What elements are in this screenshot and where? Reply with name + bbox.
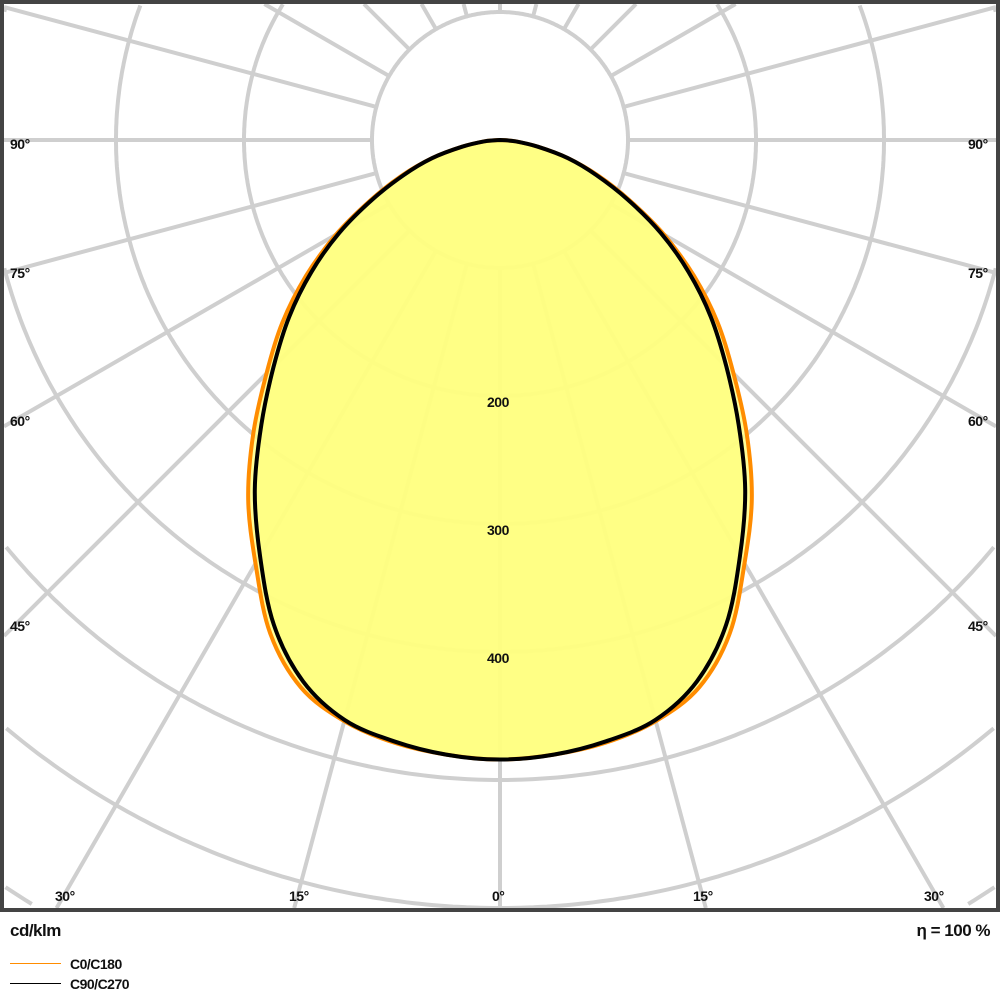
grid-spoke <box>531 3 539 17</box>
legend-label-c90-c270: C90/C270 <box>70 976 130 992</box>
plot-frame <box>0 0 1000 912</box>
angle-label-15-right-bottom: 15° <box>693 888 713 904</box>
grid-spoke <box>263 2 391 78</box>
angle-label-75-right: 75° <box>968 265 988 281</box>
intensity-curves <box>246 138 754 762</box>
angle-label-30-right-bottom: 30° <box>924 888 944 904</box>
grid-spoke <box>3 171 377 275</box>
angle-label-60-right: 60° <box>968 413 988 429</box>
ring-label-400: 400 <box>487 650 509 666</box>
angle-label-0-bottom: 0° <box>492 888 505 904</box>
grid-spoke <box>2 202 391 429</box>
grid-spoke <box>623 5 997 109</box>
angle-label-90-left: 90° <box>10 136 30 152</box>
angle-label-15-left-bottom: 15° <box>289 888 309 904</box>
angle-label-45-right: 45° <box>968 618 988 634</box>
efficiency-label: η = 100 % <box>916 921 991 940</box>
angle-label-75-left: 75° <box>10 265 30 281</box>
grid-spoke <box>362 2 411 51</box>
grid-spoke <box>623 171 997 275</box>
legend-swatch-c0-c180 <box>10 963 61 964</box>
grid-spoke <box>461 3 469 17</box>
angle-label-60-left: 60° <box>10 413 30 429</box>
grid-ring <box>5 726 995 910</box>
legend-swatch-c90-c270 <box>10 983 61 984</box>
ring-label-200: 200 <box>487 394 509 410</box>
angle-label-90-right: 90° <box>968 136 988 152</box>
unit-label: cd/klm <box>10 921 61 940</box>
grid-spoke <box>562 2 581 31</box>
angle-label-30-left-bottom: 30° <box>55 888 75 904</box>
grid-spoke <box>589 2 638 51</box>
legend-label-c0-c180: C0/C180 <box>70 956 122 972</box>
ring-label-300: 300 <box>487 522 509 538</box>
grid-ring <box>2 7 998 654</box>
grid-spoke <box>609 2 737 78</box>
grid-ring <box>4 545 996 782</box>
grid-ring <box>4 885 996 906</box>
grid-spoke <box>3 5 377 109</box>
grid-spoke <box>609 202 998 429</box>
angle-label-45-left: 45° <box>10 618 30 634</box>
curve-c90-c270 <box>252 138 748 762</box>
curve-fill-1 <box>254 140 746 760</box>
grid-spoke <box>419 2 438 31</box>
